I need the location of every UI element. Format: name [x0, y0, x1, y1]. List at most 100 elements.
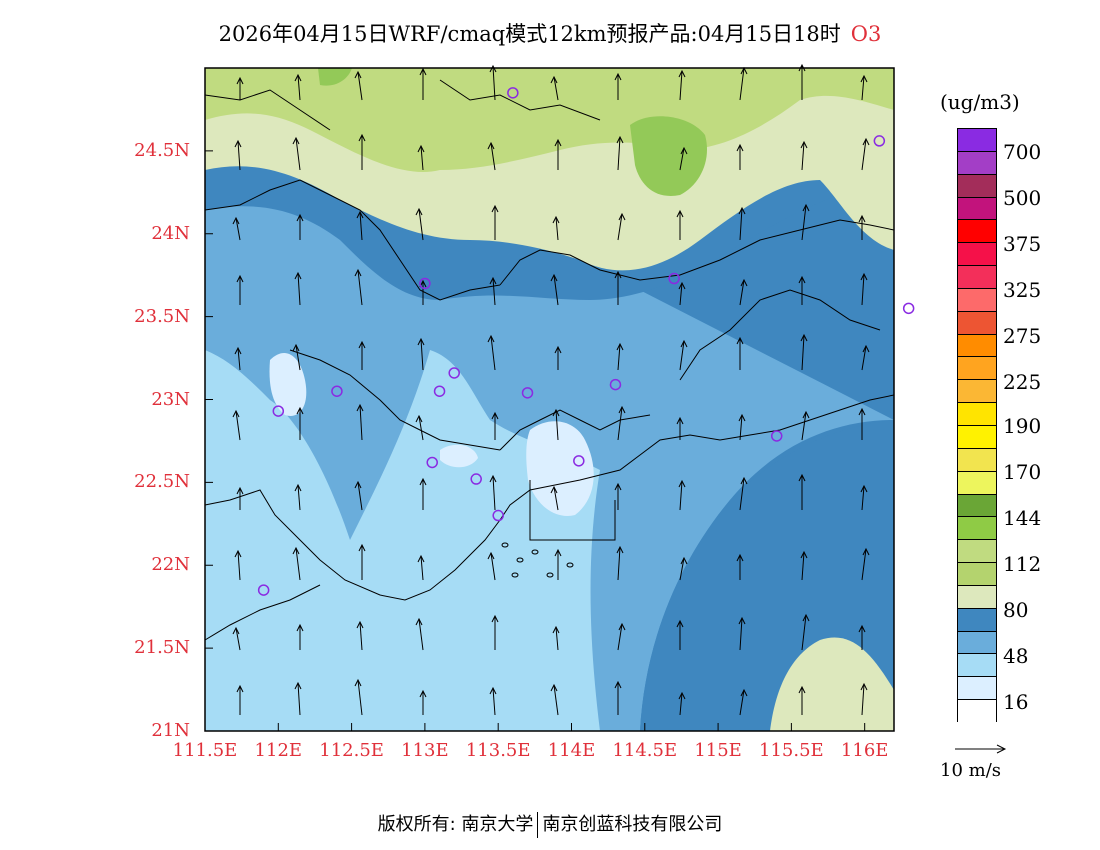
- lat-label: 21.5N: [134, 637, 190, 659]
- lat-label: 21N: [151, 720, 190, 741]
- legend-swatch: [958, 608, 996, 632]
- wind-arrow-head: [740, 688, 748, 697]
- wind-arrow: [420, 555, 424, 581]
- copyright-left: 版权所有: 南京大学: [377, 814, 534, 835]
- wind-arrow-head: [232, 409, 240, 418]
- wind-arrow-head: [798, 473, 806, 482]
- wind-arrow-head: [489, 686, 497, 695]
- monitor-station: [507, 87, 519, 99]
- wind-arrow-head: [552, 408, 560, 417]
- copyright: 版权所有: 南京大学 南京创蓝科技有限公司: [0, 810, 1100, 838]
- island: [501, 542, 509, 548]
- wind-arrow-head: [489, 474, 497, 483]
- wind-arrow: [679, 557, 685, 581]
- wind-arrow: [295, 137, 301, 171]
- legend-swatch: [958, 151, 996, 175]
- wind-arrow-head: [354, 678, 362, 687]
- monitor-station: [448, 367, 460, 379]
- wind-arrow-head: [417, 337, 425, 346]
- monitor-station: [331, 385, 343, 397]
- wind-arrow-head: [736, 336, 744, 345]
- wind-arrow: [297, 74, 301, 101]
- monitor-station: [257, 584, 270, 596]
- wind-arrow-head: [862, 547, 870, 556]
- wind-arrow: [617, 406, 623, 441]
- wind-arrow-head: [738, 413, 746, 422]
- monitor-station: [521, 387, 534, 399]
- wind-arrow: [617, 623, 623, 651]
- wind-arrow: [861, 683, 865, 716]
- wind-arrow-head: [802, 203, 810, 212]
- legend-swatch: [958, 540, 996, 564]
- coastline: [204, 79, 895, 641]
- species-label: O3: [850, 22, 882, 46]
- wind-arrow: [297, 484, 301, 511]
- boundary-line: [204, 89, 331, 131]
- wind-arrow: [679, 480, 683, 511]
- legend-swatch: [958, 654, 996, 678]
- concentration-region: [205, 68, 894, 172]
- concentration-region: [318, 68, 352, 86]
- wind-arrow-head: [415, 414, 423, 423]
- monitor-station: [873, 135, 886, 147]
- wind-arrow: [418, 415, 424, 441]
- monitor-station: [573, 455, 585, 467]
- wind-arrow: [617, 136, 621, 171]
- legend-label: 170: [1003, 460, 1042, 484]
- wind-arrow-head: [802, 613, 810, 622]
- wind-arrow: [801, 551, 805, 581]
- wind-arrow-head: [356, 620, 364, 629]
- wind-arrow-head: [678, 281, 686, 290]
- wind-arrow: [492, 475, 496, 511]
- monitor-stations: [257, 87, 915, 596]
- wind-arrow: [861, 273, 865, 306]
- wind-arrow-head: [356, 210, 364, 219]
- wind-arrow-head: [798, 63, 806, 72]
- wind-arrow: [739, 414, 743, 441]
- legend-swatch: [958, 266, 996, 289]
- wind-arrow-head: [858, 624, 866, 633]
- monitor-station: [426, 456, 438, 469]
- lon-label: 113.5E: [465, 740, 531, 761]
- legend-swatch: [958, 357, 996, 381]
- wind-arrow-head: [419, 67, 427, 76]
- wind-arrow-head: [554, 548, 562, 557]
- island: [511, 572, 519, 578]
- legend-label: 700: [1003, 140, 1042, 164]
- wind-arrow-head: [489, 276, 497, 285]
- wind-arrow-head: [415, 207, 423, 216]
- wind-arrow-head: [292, 136, 300, 145]
- wind-arrow: [490, 142, 496, 171]
- wind-arrow-head: [618, 405, 626, 414]
- wind-arrow-head: [740, 476, 748, 485]
- wind-arrow: [861, 345, 867, 371]
- legend-swatch: [958, 677, 996, 701]
- wind-arrow: [357, 71, 363, 101]
- wind-arrow: [297, 682, 301, 716]
- wind-arrow-head: [860, 74, 868, 83]
- chart-title: 2026年04月15日WRF/cmaq模式12km预报产品:04月15日18时 O…: [0, 18, 1100, 48]
- wind-arrow-head: [800, 550, 808, 559]
- wind-arrow-head: [292, 546, 300, 555]
- lat-label: 22.5N: [134, 471, 190, 493]
- wind-arrow-head: [491, 204, 499, 213]
- wind-arrow-head: [552, 215, 560, 224]
- wind-arrow: [679, 147, 685, 171]
- legend-swatch: [958, 448, 996, 472]
- legend-label: 225: [1003, 370, 1042, 394]
- wind-arrow-head: [294, 483, 302, 492]
- wind-arrow-head: [678, 479, 686, 488]
- legend-label: 112: [1003, 552, 1042, 576]
- lon-label: 111.5E: [172, 740, 238, 761]
- wind-arrow: [739, 477, 745, 511]
- wind-arrow-head: [491, 614, 499, 623]
- lon-label: 116E: [840, 740, 889, 761]
- wind-arrow: [492, 687, 496, 716]
- wind-arrow: [490, 552, 496, 581]
- wind-arrow: [357, 269, 363, 306]
- wind-arrow-head: [616, 135, 624, 144]
- wind-arrow: [295, 547, 301, 581]
- wind-arrow: [492, 277, 496, 306]
- legend-swatch: [958, 129, 996, 152]
- wind-arrow: [555, 409, 559, 441]
